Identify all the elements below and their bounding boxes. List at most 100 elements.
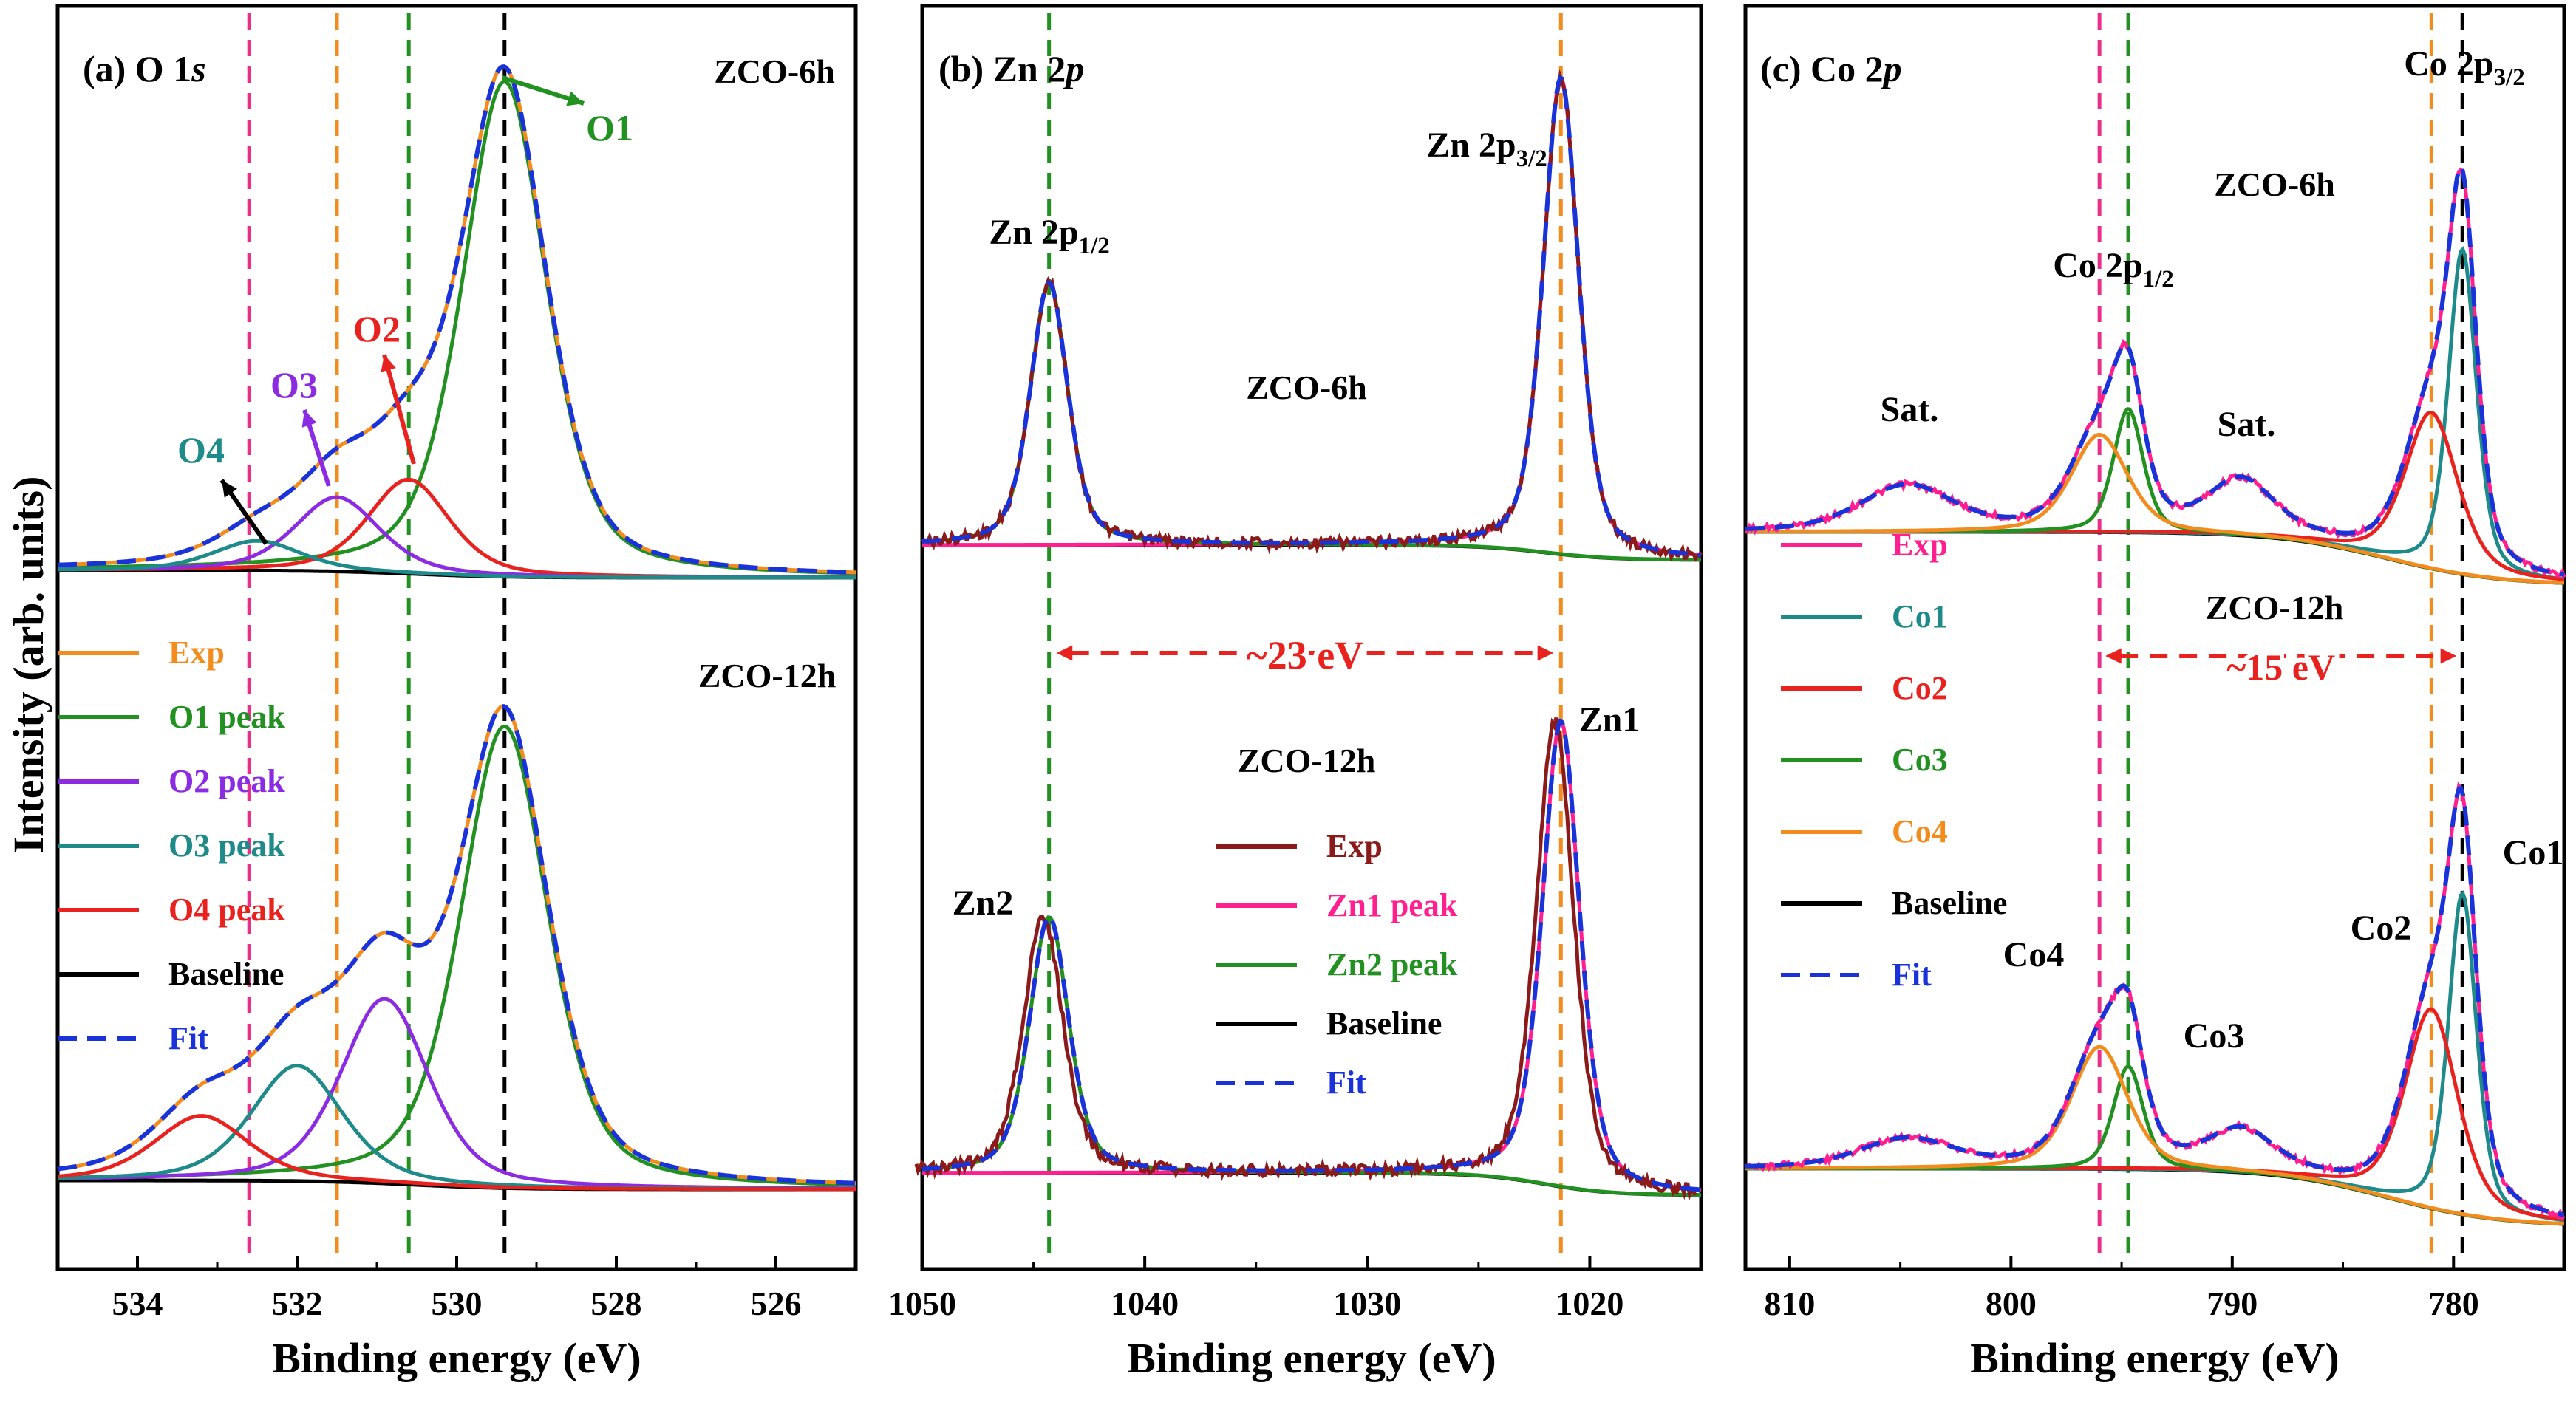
arrow-o2-head: [381, 355, 396, 372]
panel-label: (c) Co 2p: [1760, 48, 1902, 89]
panel-label: (a) O 1s: [83, 48, 206, 89]
separation-arrow-left: [1056, 645, 1073, 661]
peak-label-zn2p32-sub: 3/2: [1516, 146, 1547, 172]
y-axis-label: Intensity (arb. units): [4, 476, 52, 854]
legend-label: Baseline: [168, 956, 284, 992]
sample-name: ZCO-12h: [2206, 589, 2344, 626]
legend-label: Exp: [1326, 828, 1383, 864]
fit-curve: [921, 75, 1702, 558]
separation-arrow-right: [1537, 645, 1554, 661]
annotation-sat: Sat.: [1881, 390, 1939, 429]
peak-label-co2p12: Co 2p1/2: [2053, 246, 2174, 293]
annotation-sat: Sat.: [2218, 405, 2276, 444]
legend-label: Exp: [168, 635, 225, 671]
peak-label-co2p12-sub: 1/2: [2143, 266, 2174, 293]
peak-label-zn2p12-main: Zn 2p: [989, 213, 1078, 252]
peak-label-zn1: Zn1: [1579, 700, 1640, 739]
annotation-o3: O3: [270, 364, 318, 406]
fit-curve: [1745, 163, 2565, 578]
peak-label-zn2p32: Zn 2p3/2: [1426, 126, 1547, 172]
component-peak-Co4: [1745, 433, 2565, 585]
legend-label: Zn2 peak: [1326, 946, 1458, 982]
panel-label-italic: s: [191, 48, 205, 89]
x-tick-label: 1020: [1556, 1285, 1623, 1322]
annotation-o2: O2: [353, 308, 401, 349]
baseline-curve: [1745, 530, 2565, 585]
legend-label: Fit: [1326, 1064, 1366, 1101]
arrow-o2: [382, 354, 416, 465]
arrow-o3-head: [301, 410, 317, 428]
panel-label-text: (c) Co 2: [1760, 48, 1884, 89]
fit-curve: [1745, 785, 2565, 1217]
separation-arrow-left: [2105, 648, 2122, 664]
peak-label-zn2: Zn2: [953, 883, 1014, 923]
component-peak-O4: [57, 539, 856, 580]
sample-name: ZCO-12h: [1238, 742, 1376, 779]
sample-name: ZCO-6h: [2214, 165, 2335, 203]
annotation-co3: Co3: [2184, 1016, 2245, 1056]
component-peak-O4: [57, 1114, 856, 1192]
legend-label: O4 peak: [168, 892, 285, 928]
legend-label: Zn1 peak: [1326, 887, 1458, 923]
panel-label-italic: p: [1881, 48, 1902, 89]
experimental-curve: [914, 717, 1697, 1202]
x-tick-label: 530: [432, 1285, 483, 1322]
legend-label: Baseline: [1892, 885, 2007, 921]
x-tick-label: 532: [272, 1285, 323, 1322]
x-tick-label: 790: [2207, 1285, 2258, 1322]
peak-label-zn2p12: Zn 2p1/2: [989, 213, 1110, 259]
plot-frame: [1743, 4, 2566, 1271]
x-tick-label: 1030: [1333, 1285, 1401, 1322]
sample-name: ZCO-12h: [698, 657, 836, 694]
legend-label: O1 peak: [168, 699, 285, 735]
annotation-co2: Co2: [2351, 909, 2412, 948]
arrow-o4-head: [222, 480, 237, 498]
component-peak-O1: [58, 79, 856, 575]
experimental-curve: [1744, 781, 2566, 1220]
sample-name: ZCO-6h: [1246, 369, 1367, 406]
panel-b-zn2p: 1050 1040 1030 1020 Binding energy (eV) ZCO-6…: [888, 4, 1703, 1382]
annotation-o4: O4: [177, 429, 225, 471]
legend-label: Co4: [1892, 813, 1948, 850]
legend-label: Co3: [1892, 742, 1948, 778]
x-tick-label: 528: [591, 1285, 642, 1322]
x-axis-label: Binding energy (eV): [1127, 1334, 1496, 1382]
peak-label-co2p32-sub: 3/2: [2494, 64, 2525, 91]
fit-curve: [921, 718, 1702, 1192]
component-peak-Co3: [1745, 407, 2565, 585]
x-tick-label: 800: [1986, 1285, 2037, 1322]
legend-label: Exp: [1892, 527, 1948, 563]
panel-label-text: (b) Zn 2: [938, 48, 1066, 89]
x-axis-label: Binding energy (eV): [1970, 1334, 2339, 1382]
experimental-curve: [1745, 167, 2566, 579]
separation-label: ~23 eV: [1247, 633, 1364, 677]
panel-label-text: (a) O 1: [83, 48, 191, 89]
annotation-co4: Co4: [2003, 935, 2065, 974]
peak-label-co2p12-main: Co 2p: [2053, 246, 2142, 285]
component-peak-O3: [58, 1064, 856, 1191]
legend-label: O2 peak: [168, 763, 285, 799]
panel-c-co2p: 810 800 790 780 Binding energy (eV) ZCO-6h ZCO…: [1743, 4, 2566, 1382]
x-tick-label: 780: [2428, 1285, 2479, 1322]
legend-label: Baseline: [1326, 1005, 1442, 1042]
peak-label-co2p32-main: Co 2p: [2404, 44, 2493, 83]
fit-curve: [57, 64, 856, 575]
baseline-curve: [1745, 1166, 2565, 1226]
panel-a-o1s: 534 532 530 528 526 Binding energy (eV) ZCO-6h…: [55, 4, 858, 1382]
baseline-curve: [922, 1171, 1701, 1197]
panel-label-italic: p: [1063, 48, 1084, 89]
legend-label: Fit: [168, 1020, 208, 1056]
peak-label-zn2p32-main: Zn 2p: [1426, 126, 1516, 165]
legend-label: Fit: [1892, 957, 1932, 993]
panel-label: (b) Zn 2p: [938, 48, 1084, 89]
separation-arrow-right: [2440, 648, 2457, 664]
x-tick-label: 534: [112, 1285, 163, 1322]
peak-label-zn2p12-sub: 1/2: [1079, 233, 1110, 259]
legend-label: O3 peak: [168, 827, 285, 864]
x-tick-label: 1050: [888, 1285, 956, 1322]
plot-frame: [920, 4, 1703, 1271]
legend-label: Co1: [1892, 598, 1948, 635]
annotation-o1: O1: [586, 107, 633, 148]
separation-label: ~15 eV: [2226, 646, 2335, 688]
